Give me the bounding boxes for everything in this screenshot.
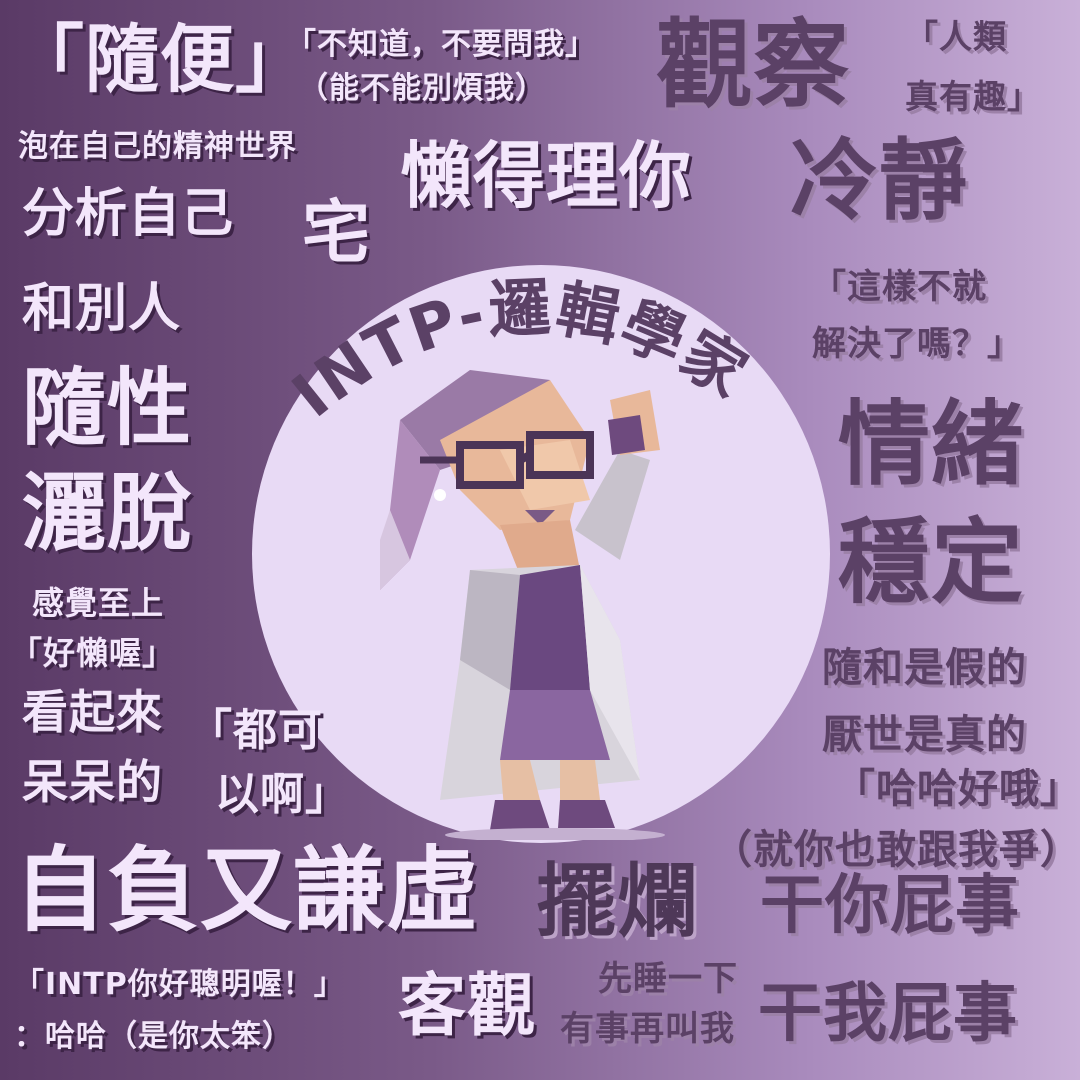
text-agreeable-fake: 隨和是假的 [822,645,1027,691]
text-arrogant-humble: 自負又謙虛 [14,837,480,944]
quote-isnt-this: 「這樣不就 [812,267,987,307]
intp-scientist-illustration [380,370,665,840]
text-calm: 冷靜 [790,129,969,232]
quote-humans: 「人類 [905,17,1007,56]
quote-okay: 以啊」 [215,769,350,820]
text-nap-first: 先睡一下 [598,959,738,999]
quote-so-lazy: 「好懶喔」 [10,634,176,672]
text-casual: 隨性 [22,359,193,457]
quote-all-fine: 「都可 [188,705,323,756]
quote-suibian: 「隨便」 [10,17,310,103]
text-ignore-you: 懶得理你 [400,134,693,218]
text-stable: 穩定 [838,509,1025,616]
quote-haha-ok: 「哈哈好哦」 [835,766,1080,812]
text-call-me-later: 有事再叫我 [560,1009,735,1049]
text-objective: 客觀 [398,967,537,1046]
text-feeling-first: 感覺至上 [32,584,165,622]
text-weary-real: 厭世是真的 [822,712,1027,758]
text-with-others: 和別人 [22,279,182,339]
text-none-of-your-business: 干你屁事 [760,869,1020,943]
text-dont-bother: （能不能別煩我） [298,71,546,106]
text-not-my-business: 干我屁事 [758,977,1018,1051]
quote-so-smart: 「INTP你好聰明喔！」 [14,967,345,1002]
text-dull: 呆呆的 [22,755,163,809]
quote-interesting: 真有趣」 [905,77,1041,116]
quote-solved: 解決了嗎？」 [812,324,1022,364]
text-observe: 觀察 [656,9,850,121]
text-looks: 看起來 [22,685,163,739]
text-spirit-world: 泡在自己的精神世界 [18,129,297,164]
text-homebody: 宅 [302,194,372,273]
text-youre-dumb: ：哈哈（是你太笨） [14,1019,293,1054]
quote-dont-know: 「不知道，不要問我」 [286,27,596,62]
text-carefree: 灑脫 [22,464,193,562]
text-slack-off: 擺爛 [536,855,698,948]
text-dare-argue: （就你也敢跟我爭） [712,827,1080,873]
text-emotions: 情緒 [838,391,1025,498]
text-analyze-self: 分析自己 [22,184,235,244]
